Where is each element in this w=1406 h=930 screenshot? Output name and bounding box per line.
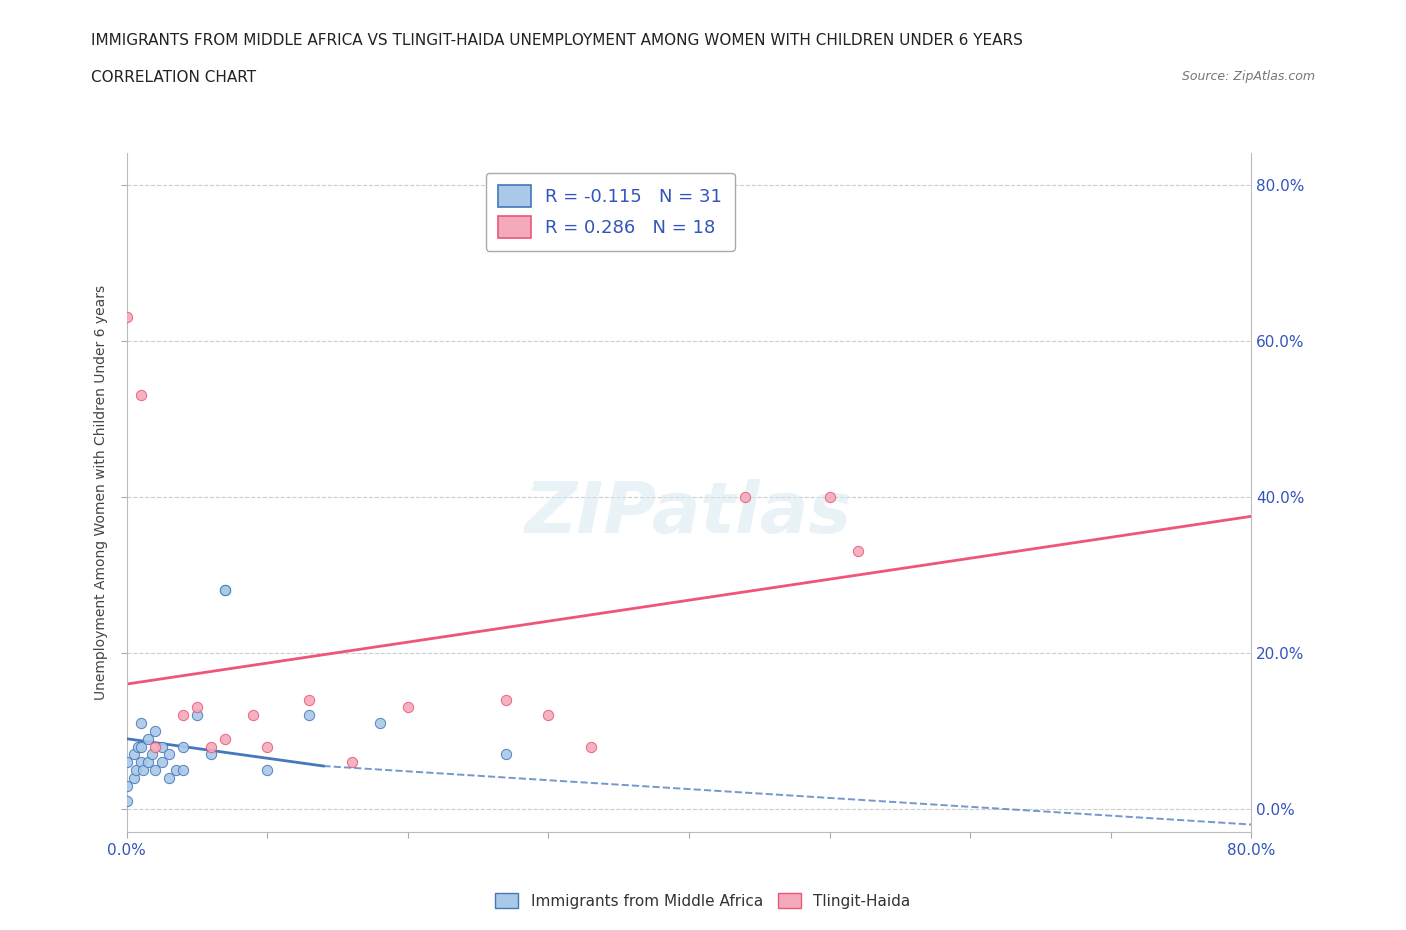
Point: [150, 739, 173, 754]
Point: [214, 731, 236, 746]
Point: [143, 763, 166, 777]
Point: [122, 770, 145, 785]
Point: [132, 763, 155, 777]
Point: [298, 692, 321, 707]
Point: [115, 778, 138, 793]
Point: [495, 692, 517, 707]
Point: [340, 754, 363, 769]
Point: [129, 716, 152, 731]
Point: [136, 731, 159, 746]
Text: Source: ZipAtlas.com: Source: ZipAtlas.com: [1181, 70, 1315, 83]
Point: [127, 739, 149, 754]
Point: [186, 700, 208, 715]
Point: [141, 747, 163, 762]
Point: [115, 754, 138, 769]
Point: [579, 739, 602, 754]
Legend: R = -0.115   N = 31, R = 0.286   N = 18: R = -0.115 N = 31, R = 0.286 N = 18: [485, 173, 735, 251]
Point: [136, 754, 159, 769]
Point: [200, 739, 222, 754]
Point: [846, 544, 869, 559]
Y-axis label: Unemployment Among Women with Children Under 6 years: Unemployment Among Women with Children U…: [94, 286, 108, 700]
Point: [214, 583, 236, 598]
Point: [256, 763, 278, 777]
Point: [200, 747, 222, 762]
Point: [157, 747, 180, 762]
Point: [242, 708, 264, 723]
Point: [256, 739, 278, 754]
Point: [214, 583, 236, 598]
Text: ZIPatlas: ZIPatlas: [526, 479, 852, 548]
Point: [537, 708, 560, 723]
Point: [734, 489, 756, 504]
Point: [396, 700, 419, 715]
Point: [125, 763, 148, 777]
Point: [143, 724, 166, 738]
Point: [157, 770, 180, 785]
Point: [165, 763, 187, 777]
Point: [368, 716, 391, 731]
Point: [129, 388, 152, 403]
Point: [129, 739, 152, 754]
Text: CORRELATION CHART: CORRELATION CHART: [91, 70, 256, 85]
Point: [172, 708, 194, 723]
Legend: Immigrants from Middle Africa, Tlingit-Haida: Immigrants from Middle Africa, Tlingit-H…: [489, 886, 917, 915]
Point: [115, 793, 138, 808]
Text: IMMIGRANTS FROM MIDDLE AFRICA VS TLINGIT-HAIDA UNEMPLOYMENT AMONG WOMEN WITH CHI: IMMIGRANTS FROM MIDDLE AFRICA VS TLINGIT…: [91, 33, 1024, 47]
Point: [186, 708, 208, 723]
Point: [143, 739, 166, 754]
Point: [818, 489, 841, 504]
Point: [115, 310, 138, 325]
Point: [122, 747, 145, 762]
Point: [172, 763, 194, 777]
Point: [150, 754, 173, 769]
Point: [172, 739, 194, 754]
Point: [129, 754, 152, 769]
Point: [298, 708, 321, 723]
Point: [495, 747, 517, 762]
